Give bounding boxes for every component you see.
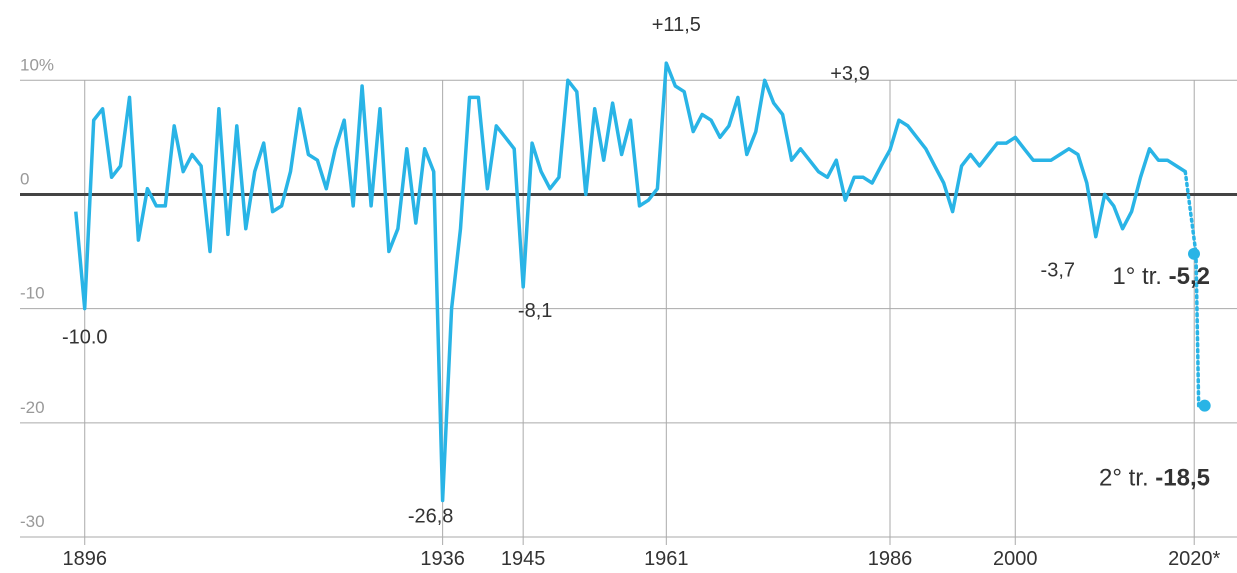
x-tick-label: 1945 (501, 548, 546, 570)
annotation: -10.0 (62, 327, 108, 349)
x-tick-label: 1896 (62, 548, 107, 570)
annotation: +3,9 (830, 63, 869, 85)
x-tick-label: 1936 (420, 548, 465, 570)
x-tick-label: 1986 (868, 548, 913, 570)
x-tick-label: 2020* (1168, 548, 1220, 570)
y-tick-label: -30 (20, 512, 45, 531)
projection-point (1188, 247, 1200, 260)
x-tick-label: 2000 (993, 548, 1038, 570)
annotation: -8,1 (518, 300, 552, 322)
projection-label: 1° tr. -5,2 (1112, 263, 1210, 290)
projection-point (1198, 399, 1211, 412)
x-tick-label: 1961 (644, 548, 689, 570)
y-tick-label: -20 (20, 398, 45, 417)
quarter-value: -18,5 (1155, 465, 1210, 492)
projection-connector (1183, 169, 1198, 256)
y-tick-label: 10% (20, 55, 54, 74)
quarter-value: -5,2 (1169, 263, 1210, 290)
projection-label: 2° tr. -18,5 (1099, 465, 1210, 492)
annotation: -3,7 (1041, 260, 1075, 282)
annotation: -26,8 (408, 505, 454, 527)
series-line (74, 61, 1187, 503)
annotation: +11,5 (652, 14, 701, 36)
y-tick-label: -10 (20, 284, 45, 303)
y-tick-label: 0 (20, 169, 29, 188)
quarter-label: 2° tr. (1099, 465, 1149, 492)
projection-line (1194, 252, 1201, 408)
quarter-label: 1° tr. (1112, 263, 1162, 290)
